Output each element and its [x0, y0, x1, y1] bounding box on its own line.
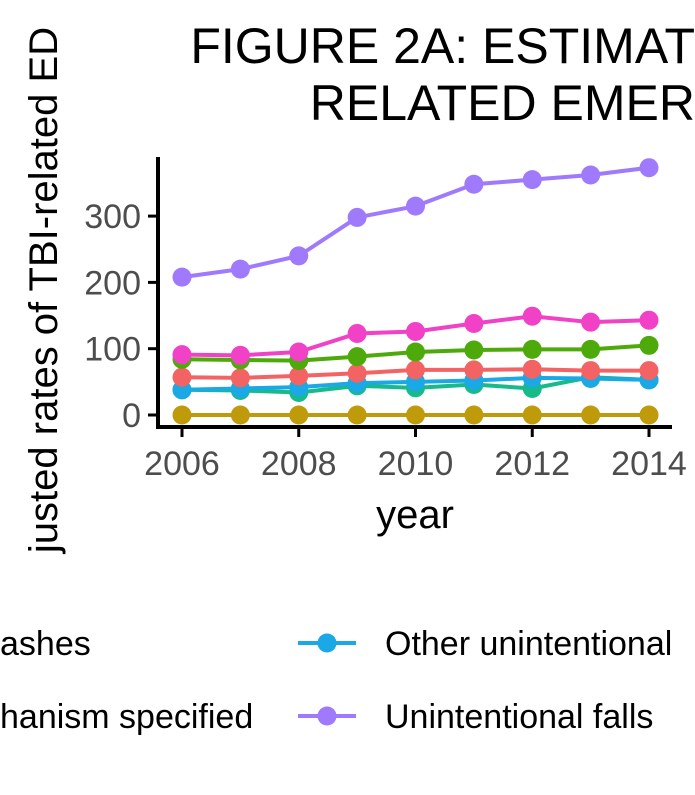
data-point	[230, 368, 250, 388]
data-point	[522, 339, 542, 359]
legend-entry: ashes	[0, 625, 91, 663]
legend-key-point	[317, 706, 337, 726]
data-point	[406, 321, 425, 341]
data-point	[347, 207, 367, 227]
data-point	[347, 405, 367, 425]
y-tick-label: 100	[84, 331, 141, 369]
data-point	[172, 367, 192, 387]
legend-label: Other unintentional	[385, 625, 672, 663]
y-tick-label: 200	[84, 264, 141, 302]
data-point	[289, 246, 309, 266]
data-point	[522, 306, 542, 326]
legend-entry: Other unintentional	[298, 625, 672, 663]
x-tick-label: 2006	[144, 445, 220, 483]
data-point	[230, 259, 250, 279]
data-point	[289, 405, 309, 425]
data-point	[347, 323, 367, 343]
data-point	[289, 366, 309, 386]
x-tick-label: 2010	[378, 445, 454, 483]
axes: 0 100 200 300 2006 2008 2010 2012 2014	[84, 157, 687, 483]
legend-entry: hanism specified	[0, 698, 253, 736]
legend-label: Unintentional falls	[385, 698, 653, 736]
data-point	[172, 405, 192, 425]
data-point	[522, 170, 542, 190]
data-point	[639, 310, 659, 330]
plot-area	[172, 158, 659, 425]
data-point	[639, 158, 659, 178]
data-point	[581, 312, 601, 332]
data-point	[464, 174, 484, 194]
data-point	[406, 196, 425, 216]
x-axis-title: year	[376, 493, 454, 537]
chart-title-line-1: FIGURE 2A: ESTIMAT	[190, 18, 695, 74]
y-tick-label: 0	[122, 397, 141, 435]
data-point	[406, 405, 425, 425]
data-point	[581, 339, 601, 359]
data-point	[289, 342, 309, 362]
series-line	[181, 165, 650, 280]
x-tick-label: 2012	[494, 445, 570, 483]
series	[172, 405, 659, 425]
data-point	[172, 267, 192, 287]
data-point	[639, 335, 659, 355]
data-point	[172, 345, 192, 365]
legend: ashes Other unintentional hanism specified…	[0, 625, 672, 736]
data-point	[464, 405, 484, 425]
legend-entry: Unintentional falls	[298, 698, 653, 736]
data-point	[464, 340, 484, 360]
data-point	[406, 360, 425, 380]
chart-title-line-2: RELATED EMER	[310, 75, 695, 131]
data-point	[406, 342, 425, 362]
data-point	[464, 314, 484, 334]
legend-key-point	[317, 633, 337, 653]
data-point	[347, 347, 367, 367]
data-point	[347, 363, 367, 383]
data-point	[581, 165, 601, 185]
data-point	[522, 359, 542, 379]
series	[172, 306, 659, 365]
y-axis-title: justed rates of TBI-related ED	[22, 27, 66, 554]
data-point	[230, 345, 250, 365]
data-point	[639, 361, 659, 381]
legend-label: ashes	[0, 625, 91, 663]
data-point	[581, 405, 601, 425]
data-point	[581, 361, 601, 381]
data-point	[522, 405, 542, 425]
chart-title: FIGURE 2A: ESTIMAT RELATED EMER	[190, 18, 695, 131]
y-tick-label: 300	[84, 198, 141, 236]
data-point	[639, 405, 659, 425]
data-point	[464, 360, 484, 380]
x-tick-label: 2008	[261, 445, 337, 483]
series	[172, 158, 659, 287]
legend-label: hanism specified	[0, 698, 253, 736]
series	[172, 359, 659, 388]
data-point	[230, 405, 250, 425]
x-tick-label: 2014	[611, 445, 687, 483]
